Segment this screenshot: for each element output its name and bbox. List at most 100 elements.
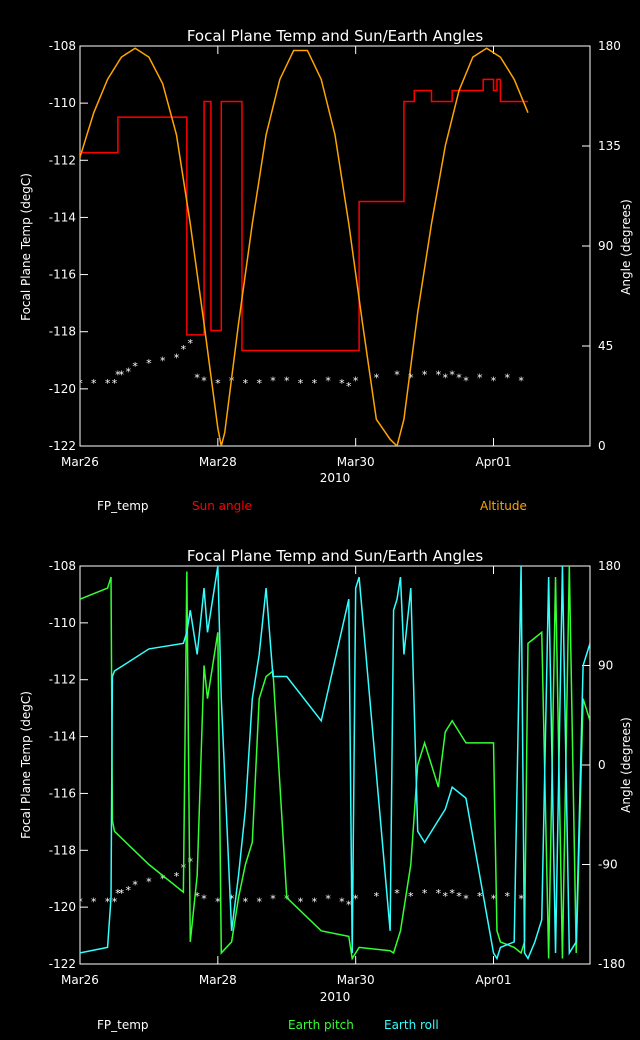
series-fp-temp: * * * *** * * * * ** ** * * * * * * * * * * * * * * * * * * * * * * * * * *: [80, 856, 524, 912]
data-point-fp-temp: *: [174, 351, 180, 364]
data-point-fp-temp: *: [215, 377, 221, 390]
data-point-fp-temp: *: [132, 878, 138, 891]
y2-tick-label: 0: [598, 439, 606, 453]
data-point-fp-temp: *: [491, 374, 497, 387]
data-point-fp-temp: *: [115, 887, 121, 900]
y-axis-label-left: Focal Plane Temp (degC): [19, 691, 33, 839]
data-point-fp-temp: *: [518, 893, 524, 906]
y-tick-label: -108: [49, 39, 76, 53]
y-tick-label: -112: [49, 673, 76, 687]
data-point-fp-temp: *: [188, 856, 194, 869]
legend-item-earth-pitch: Earth pitch: [288, 1018, 354, 1032]
chart-title: Focal Plane Temp and Sun/Earth Angles: [187, 547, 484, 565]
series-fp-temp: * * * *** * * * * ** ** * * * * * * * * * * * * * * * * * * * * * * * * * *: [77, 337, 524, 393]
x-axis-label: 2010: [320, 990, 351, 1004]
data-point-fp-temp: *: [422, 887, 428, 900]
legend-item-fp-temp: FP_temp: [97, 499, 149, 513]
y2-tick-label: 135: [598, 139, 621, 153]
x-tick-label: Mar30: [337, 455, 375, 469]
data-point-fp-temp: *: [194, 890, 200, 903]
data-point-fp-temp: *: [298, 895, 304, 908]
y2-tick-label: 0: [598, 758, 606, 772]
y-tick-label: -116: [49, 268, 76, 282]
data-point-fp-temp: *: [346, 898, 352, 911]
data-point-fp-temp: *: [77, 377, 83, 390]
data-point-fp-temp: *: [408, 890, 414, 903]
data-point-fp-temp: *: [229, 893, 235, 906]
data-point-fp-temp: *: [449, 369, 455, 382]
x-axis-label: 2010: [320, 471, 351, 485]
y2-tick-label: 180: [598, 39, 621, 53]
data-point-fp-temp: *: [353, 374, 359, 387]
plot-frame: [79, 565, 591, 965]
legend-item-sun-angle: Sun angle: [192, 499, 252, 513]
y2-tick-label: 45: [598, 339, 613, 353]
x-tick-label: Mar26: [61, 973, 99, 987]
data-point-fp-temp: *: [181, 343, 187, 356]
data-point-fp-temp: *: [215, 895, 221, 908]
x-tick-label: Apr01: [475, 973, 511, 987]
data-point-fp-temp: *: [174, 870, 180, 883]
data-point-fp-temp: *: [518, 374, 524, 387]
data-point-fp-temp: *: [346, 380, 352, 393]
data-point-fp-temp: *: [270, 374, 276, 387]
data-point-fp-temp: *: [353, 893, 359, 906]
data-point-fp-temp: *: [374, 890, 380, 903]
data-point-fp-temp: *: [243, 377, 249, 390]
y-tick-label: -108: [49, 559, 76, 573]
plot-area: * * * *** * * * * ** ** * * * * * * * * * * * * * * * * * * * * * * * * * *: [80, 566, 590, 961]
data-point-fp-temp: *: [105, 377, 111, 390]
data-point-fp-temp: *: [188, 337, 194, 350]
x-tick-label: Mar30: [337, 973, 375, 987]
data-point-fp-temp: *: [477, 890, 483, 903]
legend-item-fp-temp: FP_temp: [97, 1018, 149, 1032]
data-point-fp-temp: *: [422, 369, 428, 382]
data-point-fp-temp: *: [477, 371, 483, 384]
data-point-fp-temp: *: [112, 377, 118, 390]
y-axis-label-left: Focal Plane Temp (degC): [19, 173, 33, 321]
y2-tick-label: 90: [598, 239, 613, 253]
data-point-fp-temp: *: [436, 887, 442, 900]
data-point-fp-temp: *: [443, 890, 449, 903]
data-point-fp-temp: *: [201, 374, 207, 387]
y2-tick-label: -90: [598, 858, 618, 872]
y2-tick-label: 180: [598, 559, 621, 573]
y-tick-label: -122: [49, 957, 76, 971]
series-line-sun-angle: [80, 78, 528, 352]
data-point-fp-temp: *: [270, 893, 276, 906]
data-point-fp-temp: *: [325, 374, 331, 387]
data-point-fp-temp: *: [408, 371, 414, 384]
plot-frame: [79, 45, 591, 447]
data-point-fp-temp: *: [91, 895, 97, 908]
data-point-fp-temp: *: [125, 366, 131, 379]
data-point-fp-temp: *: [256, 895, 262, 908]
y2-tick-label: 90: [598, 659, 613, 673]
data-point-fp-temp: *: [112, 895, 118, 908]
data-point-fp-temp: *: [160, 873, 166, 886]
y-tick-label: -118: [49, 843, 76, 857]
data-point-fp-temp: *: [394, 369, 400, 382]
data-point-fp-temp: *: [91, 377, 97, 390]
data-point-fp-temp: *: [243, 895, 249, 908]
data-point-fp-temp: *: [105, 895, 111, 908]
series-line-earth-roll: [80, 566, 590, 961]
y-tick-label: -120: [49, 900, 76, 914]
data-point-fp-temp: *: [119, 369, 125, 382]
data-point-fp-temp: *: [394, 887, 400, 900]
data-point-fp-temp: *: [339, 377, 345, 390]
y-tick-label: -110: [49, 616, 76, 630]
data-point-fp-temp: *: [505, 890, 511, 903]
data-point-fp-temp: *: [436, 369, 442, 382]
x-tick-label: Mar28: [199, 973, 237, 987]
legend-item-earth-roll: Earth roll: [384, 1018, 439, 1032]
y-tick-label: -112: [49, 153, 76, 167]
chart-panel-top: Focal Plane Temp and Sun/Earth Angles Fo…: [19, 27, 633, 513]
y-axis-label-right: Angle (degrees): [619, 199, 633, 295]
data-point-fp-temp: *: [146, 357, 152, 370]
data-point-fp-temp: *: [449, 887, 455, 900]
data-point-fp-temp: *: [132, 360, 138, 373]
data-point-fp-temp: *: [115, 369, 121, 382]
data-point-fp-temp: *: [312, 377, 318, 390]
data-point-fp-temp: *: [146, 876, 152, 889]
